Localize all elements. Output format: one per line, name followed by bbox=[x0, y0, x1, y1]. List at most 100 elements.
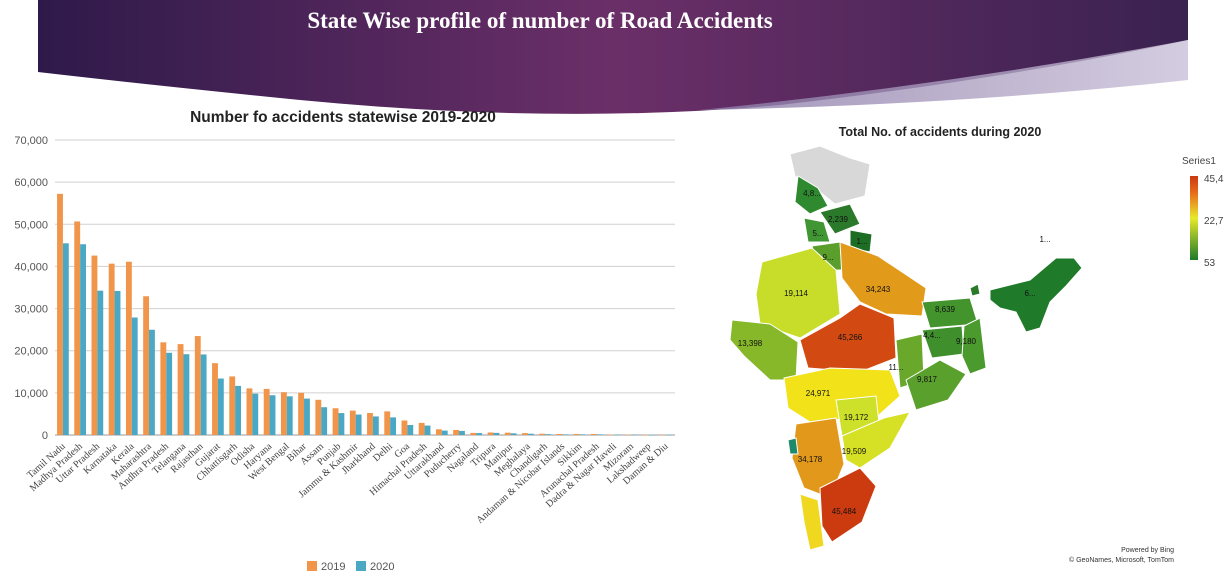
bar-2019 bbox=[280, 392, 287, 435]
bar-2020 bbox=[424, 425, 431, 435]
bar-2020 bbox=[269, 395, 276, 435]
map-label: 11... bbox=[889, 363, 904, 372]
bar-2020 bbox=[665, 434, 672, 436]
map-label: 24,971 bbox=[806, 389, 831, 398]
bar-2019 bbox=[470, 432, 477, 435]
map-title: Total No. of accidents during 2020 bbox=[839, 125, 1042, 139]
bar-2019 bbox=[57, 193, 63, 435]
map-region-madhya-pradesh bbox=[799, 303, 897, 373]
bar-2020 bbox=[510, 433, 517, 435]
bar-chart-y-axis: 0 10,000 20,000 30,000 40,000 50,000 60,000 70,… bbox=[14, 135, 48, 442]
map-region-rajasthan bbox=[755, 247, 841, 339]
bar-2019 bbox=[108, 263, 115, 435]
bar-2020 bbox=[304, 398, 310, 435]
map-legend-mid: 22,7 bbox=[1204, 216, 1224, 227]
y-tick-label: 20,000 bbox=[14, 346, 48, 358]
bar-2020 bbox=[114, 290, 121, 435]
bar-2019 bbox=[74, 221, 81, 435]
bar-2020 bbox=[614, 434, 620, 436]
map-legend-max: 45,4 bbox=[1204, 174, 1224, 185]
map-label: 34,243 bbox=[866, 285, 891, 294]
bar-chart-legend: 2019 2020 bbox=[307, 561, 394, 573]
bar-2019 bbox=[642, 434, 649, 436]
bar-2020 bbox=[631, 434, 638, 436]
map-label: 45,266 bbox=[838, 333, 863, 342]
bar-2019 bbox=[125, 261, 132, 435]
bar-chart-bars bbox=[57, 193, 672, 436]
bar-2019 bbox=[539, 433, 546, 435]
y-tick-label: 40,000 bbox=[14, 261, 48, 273]
bar-2020 bbox=[579, 434, 586, 435]
bar-2019 bbox=[504, 432, 511, 435]
bar-2020 bbox=[407, 424, 414, 435]
map-region-west-bengal bbox=[961, 317, 987, 375]
bar-2020 bbox=[338, 413, 345, 435]
bar-2019 bbox=[418, 422, 425, 435]
map-label: 1... bbox=[856, 237, 867, 246]
bar-2020 bbox=[355, 414, 362, 435]
bar-2019 bbox=[573, 433, 580, 435]
bar-2020 bbox=[459, 430, 465, 435]
bar-2020 bbox=[149, 329, 155, 435]
map-legend-colorbar bbox=[1190, 176, 1198, 260]
map-label: 8,639 bbox=[935, 305, 956, 314]
map-region-jammu-kashmir bbox=[794, 175, 829, 215]
bar-2020 bbox=[493, 432, 500, 435]
map-region-odisha bbox=[905, 359, 967, 411]
bar-2019 bbox=[608, 434, 615, 436]
map-label: 6... bbox=[1024, 289, 1035, 298]
bar-2020 bbox=[390, 417, 396, 435]
bar-2019 bbox=[160, 342, 167, 435]
map-label: 19,114 bbox=[784, 289, 808, 298]
bar-2019 bbox=[625, 434, 632, 436]
y-tick-label: 70,000 bbox=[14, 135, 48, 147]
map-region-tamil-nadu bbox=[819, 467, 877, 543]
bar-2019 bbox=[177, 344, 184, 435]
map-region-northeast bbox=[989, 257, 1083, 333]
bar-2020 bbox=[545, 434, 551, 435]
banner-background bbox=[38, 0, 1188, 114]
bar-2020 bbox=[131, 317, 138, 435]
map-legend-title: Series1 bbox=[1182, 156, 1216, 167]
bar-2019 bbox=[487, 432, 494, 435]
bar-2019 bbox=[522, 433, 528, 435]
map-region-himachal bbox=[819, 203, 861, 235]
bar-2019 bbox=[556, 433, 563, 435]
bar-chart-grid bbox=[55, 139, 675, 436]
map-region-punjab bbox=[803, 217, 831, 243]
legend-label-2020: 2020 bbox=[370, 561, 394, 573]
bar-chart-title: Number fo accidents statewise 2019-2020 bbox=[190, 109, 496, 126]
map-label: 5... bbox=[812, 229, 823, 238]
map-attribution-credits: © GeoNames, Microsoft, TomTom bbox=[1069, 556, 1174, 564]
bar-2019 bbox=[367, 413, 373, 435]
bar-2019 bbox=[453, 429, 460, 435]
legend-swatch-2020 bbox=[356, 561, 366, 571]
bar-2019 bbox=[332, 408, 339, 435]
legend-swatch-2019 bbox=[307, 561, 317, 571]
bar-2020 bbox=[235, 385, 241, 435]
slide-title: State Wise profile of number of Road Acc… bbox=[307, 8, 773, 33]
y-tick-label: 0 bbox=[42, 430, 48, 442]
bar-2020 bbox=[321, 407, 328, 435]
bar-2019 bbox=[435, 429, 442, 435]
banner-swoosh bbox=[700, 40, 1188, 110]
map-attribution-powered: Powered by Bing bbox=[1121, 547, 1174, 554]
bar-2019 bbox=[401, 420, 408, 435]
map-region-sikkim bbox=[969, 283, 981, 297]
y-tick-label: 30,000 bbox=[14, 304, 48, 316]
map-legend-min: 53 bbox=[1204, 258, 1216, 269]
bar-2019 bbox=[263, 388, 270, 435]
bar-2020 bbox=[441, 430, 448, 435]
map-label: 45,484 bbox=[832, 507, 857, 516]
bar-2019 bbox=[194, 336, 201, 435]
bar-2020 bbox=[372, 416, 379, 435]
title-banner bbox=[38, 0, 1188, 114]
bar-2019 bbox=[590, 433, 597, 435]
map-region-uttarakhand bbox=[849, 229, 873, 253]
bar-2020 bbox=[80, 244, 86, 435]
map-label: 2,239 bbox=[828, 215, 849, 224]
bar-2019 bbox=[349, 410, 356, 435]
map-label: 4,8... bbox=[803, 189, 821, 198]
map-label: 9... bbox=[822, 253, 833, 262]
map-region-uttar-pradesh bbox=[839, 241, 927, 317]
